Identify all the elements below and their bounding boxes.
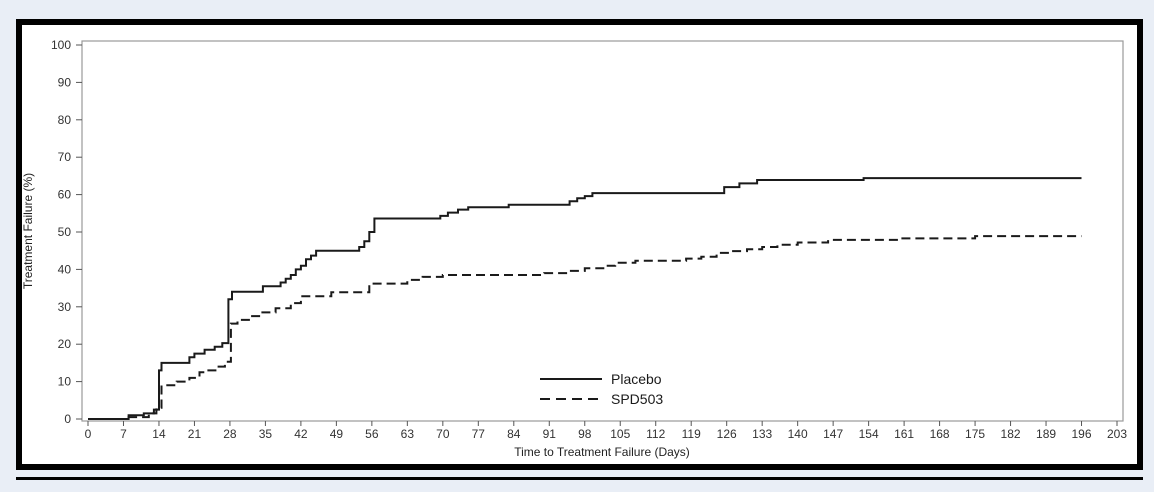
x-tick-label: 196 (1072, 427, 1092, 441)
x-tick-label: 105 (610, 427, 630, 441)
x-tick-label: 133 (752, 427, 772, 441)
x-tick-label: 28 (223, 427, 237, 441)
y-tick-label: 20 (58, 337, 72, 351)
x-tick-label: 140 (788, 427, 808, 441)
y-tick-label: 60 (58, 188, 72, 202)
y-tick-label: 50 (58, 225, 72, 239)
y-tick-label: 0 (64, 412, 71, 426)
x-tick-label: 119 (682, 427, 701, 441)
x-tick-label: 175 (965, 427, 985, 441)
x-tick-label: 182 (1001, 427, 1021, 441)
x-tick-label: 7 (120, 427, 127, 441)
curve-spd503 (88, 235, 1082, 420)
legend: Placebo SPD503 (540, 371, 663, 407)
survival-curves (88, 177, 1082, 420)
x-tick-label: 154 (859, 427, 879, 441)
curve-placebo (88, 177, 1082, 420)
x-tick-label: 112 (646, 427, 665, 441)
x-tick-label: 147 (823, 427, 843, 441)
x-tick-label: 70 (436, 427, 450, 441)
y-axis-title: Treatment Failure (%) (21, 173, 35, 289)
x-tick-label: 161 (894, 427, 914, 441)
x-tick-label: 49 (330, 427, 344, 441)
y-tick-label: 40 (58, 262, 72, 276)
x-tick-label: 84 (507, 427, 521, 441)
x-tick-label: 168 (930, 427, 950, 441)
x-tick-label: 98 (578, 427, 592, 441)
x-tick-label: 189 (1036, 427, 1056, 441)
x-tick-label: 126 (717, 427, 737, 441)
x-tick-label: 42 (294, 427, 308, 441)
x-tick-label: 0 (85, 427, 92, 441)
y-tick-label: 70 (58, 150, 72, 164)
x-tick-label: 63 (401, 427, 415, 441)
x-tick-label: 56 (365, 427, 379, 441)
legend-label-spd503: SPD503 (611, 391, 663, 407)
legend-label-placebo: Placebo (611, 371, 662, 387)
y-tick-label: 90 (58, 75, 72, 89)
x-tick-label: 77 (472, 427, 486, 441)
axis-ticks: 0 7 14 21 28 35 42 49 56 63 70 77 84 91 98 105 112 119 126… (51, 38, 1127, 441)
y-tick-label: 30 (58, 300, 72, 314)
x-tick-label: 21 (188, 427, 202, 441)
x-tick-label: 203 (1107, 427, 1127, 441)
x-tick-label: 14 (152, 427, 166, 441)
figure-bottom-rule (16, 477, 1143, 480)
figure-panel (16, 19, 1143, 470)
plot-frame (81, 40, 1124, 422)
y-tick-label: 10 (58, 375, 72, 389)
x-tick-label: 35 (259, 427, 273, 441)
y-tick-label: 80 (58, 113, 72, 127)
x-tick-label: 91 (543, 427, 557, 441)
x-axis-title: Time to Treatment Failure (Days) (514, 445, 690, 459)
y-tick-label: 100 (51, 38, 71, 52)
